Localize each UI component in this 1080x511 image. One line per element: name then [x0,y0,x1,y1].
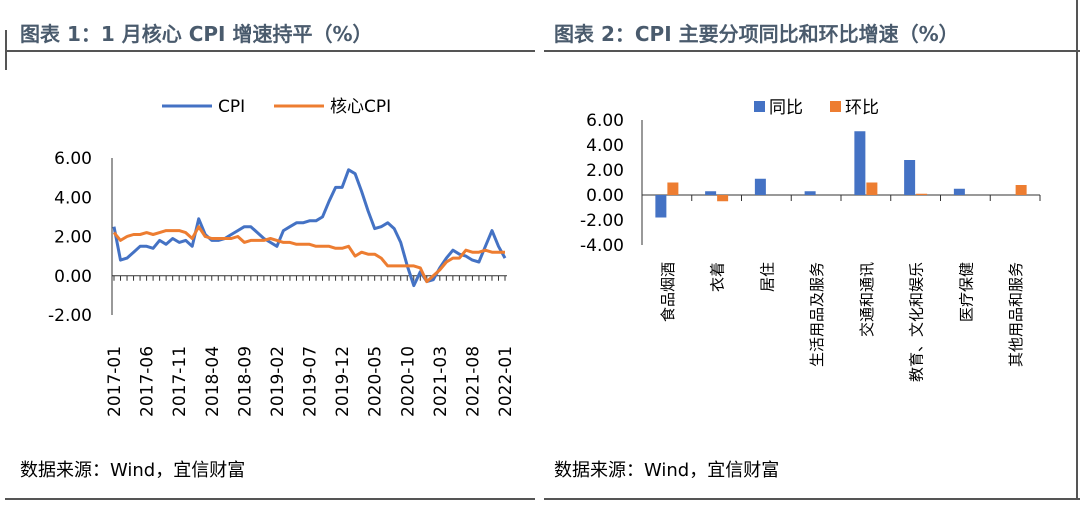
chart2-y-tick-label: 2.00 [586,161,624,181]
chart1-x-tick-label: 2018-04 [203,346,223,417]
chart1-y-tick-label: 6.00 [54,149,92,169]
chart1-x-tick-label: 2019-07 [301,346,321,417]
chart1-x-tick-label: 2021-03 [431,346,451,417]
chart2-bar-mom [1015,185,1027,195]
chart2-bar-yoy [655,195,667,218]
chart2-legend-swatch [830,101,841,112]
chart1-legend-label: CPI [218,97,245,117]
chart2-y-tick-label: 4.00 [586,136,624,156]
chart2-bottom-rule [544,498,1080,500]
chart2-y-tick-label: 0.00 [586,186,624,206]
chart2-source: 数据来源：Wind，宜信财富 [554,460,780,481]
panel-cpi-items-bar-chart: 图表 2：CPI 主要分项同比和环比增速（%） 6.00 4.00 2.00 0.00… [540,0,1080,511]
chart2-bar-yoy [804,191,816,195]
chart2-bar-mom [866,182,878,195]
chart2-bar-mom [667,182,679,195]
chart1-y-tick-label: -2.00 [48,306,92,326]
chart1-title: 图表 1：1 月核心 CPI 增速持平（%） [20,22,373,46]
chart2-category-label: 其他用品和服务 [1007,262,1025,367]
chart1-x-tick-label: 2017-11 [170,346,190,417]
chart1-x-tick-label: 2021-08 [463,346,483,417]
chart2-bar-yoy [854,131,866,195]
chart2-category-label: 食品烟酒 [659,262,677,322]
chart1-x-tick-label: 2017-06 [138,346,158,417]
chart2-title: 图表 2：CPI 主要分项同比和环比增速（%） [554,22,959,46]
chart2-category-label: 医疗保健 [957,262,975,322]
chart2-category-label: 交通和通讯 [858,262,876,337]
chart1-series-line-core-cpi [112,225,505,284]
chart2-category-label: 生活用品及服务 [808,262,826,367]
chart2-legend-swatch [754,101,765,112]
chart2-legend-label: 环比 [845,98,879,118]
chart1-x-tick-label: 2019-02 [268,346,288,417]
chart1-title-rule [5,50,535,52]
chart1-y-tick-label: 2.00 [54,228,92,248]
chart1-plot: 6.00 4.00 2.00 0.00 -2.00 2017-01 2017-06 2017-… [48,97,516,417]
chart2-title-rule [544,50,1080,52]
chart1-source: 数据来源：Wind，宜信财富 [20,460,246,481]
chart2-bar-yoy [705,191,717,195]
chart2-category-label: 衣着 [709,262,727,292]
chart1-x-tick-label: 2022-01 [496,346,516,417]
panel-cpi-line-chart: 图表 1：1 月核心 CPI 增速持平（%） 6.00 4.00 2.00 0.00 -… [5,22,535,500]
chart2-bar-yoy [953,188,965,195]
chart1-y-tick-label: 4.00 [54,188,92,208]
chart2-right-border [1076,0,1078,500]
chart2-legend-label: 同比 [769,98,803,118]
chart2-y-tick-label: -2.00 [580,211,624,231]
chart1-series-line-cpi [112,168,507,288]
chart1-left-border [5,30,7,70]
chart2-category-label: 居住 [758,262,776,292]
chart2-y-tick-label: -4.00 [580,236,624,256]
chart2-plot: 6.00 4.00 2.00 0.00 -2.00 -4.00 食品烟酒 衣着 居住 生活用品及服… [580,98,1041,382]
chart1-x-tick-label: 2019-12 [333,346,353,417]
chart1-x-tick-label: 2017-01 [105,346,125,417]
chart2-bar-mom [916,193,928,195]
chart1-x-tick-label: 2018-09 [235,346,255,417]
chart1-y-tick-label: 0.00 [54,267,92,287]
chart2-bar-yoy [754,178,766,195]
chart2-category-label: 教育、文化和娱乐 [908,262,926,382]
chart1-x-tick-label: 2020-10 [398,346,418,417]
chart2-y-tick-label: 6.00 [586,111,624,131]
chart1-bottom-rule [5,498,535,500]
chart2-bar-yoy [904,160,916,195]
chart1-x-tick-label: 2020-05 [366,346,386,417]
chart1-legend-label: 核心CPI [330,97,391,117]
chart2-bar-mom [717,195,729,202]
